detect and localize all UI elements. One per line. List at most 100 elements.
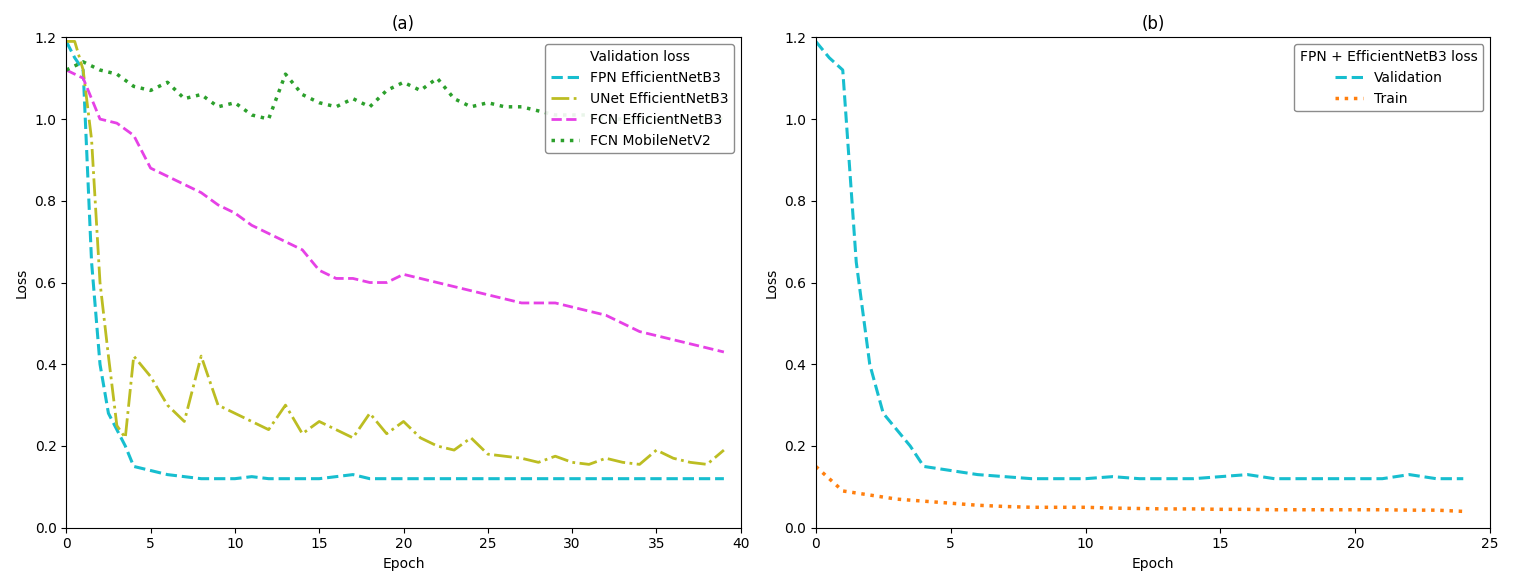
UNet EfficientNetB3: [630, 461, 648, 468]
UNet EfficientNetB3: [495, 453, 513, 460]
FCN MobileNetV2: [176, 95, 194, 102]
FPN EfficientNetB3: [630, 475, 648, 482]
FCN EfficientNetB3: [377, 279, 395, 286]
FCN EfficientNetB3: [141, 165, 159, 172]
FCN EfficientNetB3: [209, 202, 227, 209]
Train: [914, 498, 933, 505]
UNet EfficientNetB3: [74, 66, 92, 73]
FPN EfficientNetB3: [124, 463, 142, 470]
UNet EfficientNetB3: [117, 434, 135, 441]
Train: [1238, 506, 1257, 513]
FPN EfficientNetB3: [107, 426, 126, 433]
FPN EfficientNetB3: [65, 54, 83, 62]
Train: [1373, 506, 1391, 513]
Validation: [887, 426, 905, 433]
FCN MobileNetV2: [563, 111, 581, 118]
UNet EfficientNetB3: [82, 136, 100, 143]
Line: FPN EfficientNetB3: FPN EfficientNetB3: [67, 42, 724, 479]
Validation: [834, 66, 852, 73]
FCN MobileNetV2: [141, 87, 159, 94]
FCN MobileNetV2: [428, 74, 447, 81]
FCN MobileNetV2: [630, 115, 648, 122]
Validation: [821, 54, 839, 62]
UNet EfficientNetB3: [277, 401, 295, 408]
UNet EfficientNetB3: [65, 38, 83, 45]
FCN EfficientNetB3: [124, 132, 142, 139]
FCN MobileNetV2: [495, 103, 513, 110]
UNet EfficientNetB3: [665, 455, 683, 462]
UNet EfficientNetB3: [242, 418, 260, 425]
UNet EfficientNetB3: [377, 430, 395, 437]
Line: Validation: Validation: [816, 42, 1463, 479]
FCN EfficientNetB3: [495, 295, 513, 302]
FCN MobileNetV2: [259, 115, 277, 122]
UNet EfficientNetB3: [209, 401, 227, 408]
FCN MobileNetV2: [360, 103, 378, 110]
UNet EfficientNetB3: [141, 373, 159, 380]
FCN EfficientNetB3: [242, 222, 260, 229]
UNet EfficientNetB3: [462, 434, 480, 441]
Train: [807, 463, 825, 470]
FCN EfficientNetB3: [344, 275, 362, 282]
UNet EfficientNetB3: [412, 434, 430, 441]
FPN EfficientNetB3: [681, 475, 699, 482]
UNet EfficientNetB3: [259, 426, 277, 433]
FPN EfficientNetB3: [209, 475, 227, 482]
FCN MobileNetV2: [226, 99, 244, 106]
FPN EfficientNetB3: [495, 475, 513, 482]
FPN EfficientNetB3: [395, 475, 413, 482]
Validation: [1157, 475, 1175, 482]
FCN MobileNetV2: [547, 111, 565, 118]
Train: [1428, 507, 1446, 514]
UNet EfficientNetB3: [360, 410, 378, 417]
FPN EfficientNetB3: [100, 410, 118, 417]
UNet EfficientNetB3: [715, 447, 733, 454]
FCN EfficientNetB3: [597, 312, 615, 319]
UNet EfficientNetB3: [580, 461, 598, 468]
Train: [1346, 506, 1364, 513]
Train: [1104, 505, 1122, 512]
FCN MobileNetV2: [648, 115, 666, 122]
Line: UNet EfficientNetB3: UNet EfficientNetB3: [67, 42, 724, 464]
Validation: [1211, 473, 1229, 480]
Train: [1184, 505, 1202, 512]
FCN EfficientNetB3: [613, 320, 631, 327]
Validation: [1293, 475, 1311, 482]
FPN EfficientNetB3: [530, 475, 548, 482]
FCN EfficientNetB3: [259, 230, 277, 237]
Train: [942, 500, 960, 507]
Train: [887, 496, 905, 503]
FCN MobileNetV2: [124, 83, 142, 90]
FCN EfficientNetB3: [360, 279, 378, 286]
Validation: [901, 442, 919, 449]
FCN MobileNetV2: [344, 95, 362, 102]
UNet EfficientNetB3: [681, 459, 699, 466]
Train: [1266, 506, 1284, 513]
FCN EfficientNetB3: [395, 271, 413, 278]
FCN MobileNetV2: [478, 99, 497, 106]
FCN EfficientNetB3: [580, 308, 598, 315]
FCN EfficientNetB3: [74, 74, 92, 81]
Train: [1319, 506, 1337, 513]
Train: [1076, 504, 1095, 511]
FCN EfficientNetB3: [681, 340, 699, 347]
UNet EfficientNetB3: [530, 459, 548, 466]
Validation: [1104, 473, 1122, 480]
FCN MobileNetV2: [91, 66, 109, 73]
FCN MobileNetV2: [294, 91, 312, 98]
FPN EfficientNetB3: [580, 475, 598, 482]
Train: [969, 502, 987, 509]
FPN EfficientNetB3: [117, 442, 135, 449]
FPN EfficientNetB3: [360, 475, 378, 482]
UNet EfficientNetB3: [395, 418, 413, 425]
FPN EfficientNetB3: [478, 475, 497, 482]
UNet EfficientNetB3: [58, 38, 76, 45]
FPN EfficientNetB3: [141, 467, 159, 474]
UNet EfficientNetB3: [344, 434, 362, 441]
FPN EfficientNetB3: [259, 475, 277, 482]
Train: [1131, 505, 1149, 512]
Title: (b): (b): [1142, 15, 1164, 33]
FPN EfficientNetB3: [176, 473, 194, 480]
FCN EfficientNetB3: [310, 267, 329, 274]
FCN EfficientNetB3: [665, 336, 683, 343]
